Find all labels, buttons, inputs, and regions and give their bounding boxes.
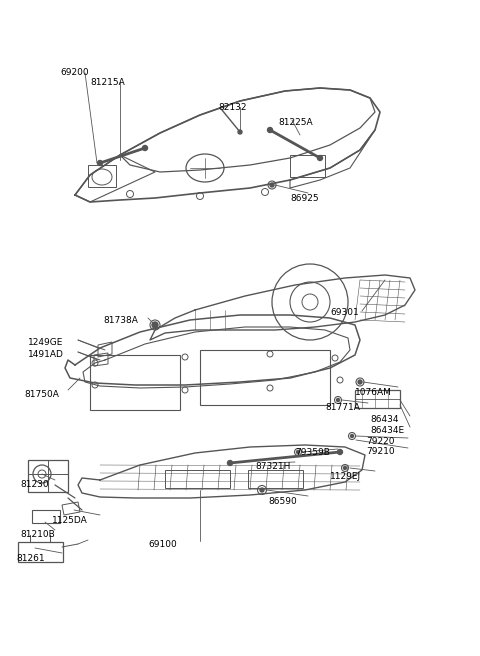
Text: 86434: 86434 — [370, 415, 398, 424]
Text: 81738A: 81738A — [103, 316, 138, 325]
Circle shape — [350, 434, 353, 438]
Bar — [88, 165, 116, 187]
Text: 69200: 69200 — [60, 68, 89, 77]
Circle shape — [317, 155, 323, 161]
Bar — [18, 542, 63, 562]
Text: 69100: 69100 — [148, 540, 177, 549]
Bar — [248, 470, 303, 488]
Text: 81261: 81261 — [16, 554, 45, 563]
Text: 1076AM: 1076AM — [355, 388, 392, 397]
Text: 69301: 69301 — [330, 308, 359, 317]
Text: 1249GE: 1249GE — [28, 338, 63, 347]
Bar — [165, 470, 230, 488]
Text: 81230: 81230 — [20, 480, 48, 489]
Text: 82132: 82132 — [218, 103, 247, 112]
Text: 86590: 86590 — [268, 497, 297, 506]
Text: 86434E: 86434E — [370, 426, 404, 435]
Text: 86925: 86925 — [290, 194, 319, 203]
Text: 1129EJ: 1129EJ — [330, 472, 361, 481]
Text: 81215A: 81215A — [90, 78, 125, 87]
Bar — [90, 355, 180, 410]
Bar — [200, 350, 330, 405]
Text: 1491AD: 1491AD — [28, 350, 64, 359]
Text: 81771A: 81771A — [325, 403, 360, 412]
Text: 79220: 79220 — [366, 437, 395, 446]
Text: 81225A: 81225A — [278, 118, 312, 127]
Circle shape — [297, 451, 300, 453]
Circle shape — [260, 488, 264, 492]
Bar — [290, 155, 325, 177]
Bar — [28, 460, 68, 492]
Circle shape — [270, 183, 274, 187]
Bar — [355, 390, 400, 408]
Text: 79359B: 79359B — [295, 448, 330, 457]
Circle shape — [337, 449, 343, 455]
Circle shape — [336, 398, 339, 401]
Text: 81750A: 81750A — [24, 390, 59, 399]
Circle shape — [358, 380, 362, 384]
Circle shape — [97, 161, 103, 165]
Bar — [32, 510, 60, 523]
Text: 81210B: 81210B — [20, 530, 55, 539]
Circle shape — [238, 130, 242, 134]
Circle shape — [344, 466, 347, 470]
Text: 1125DA: 1125DA — [52, 516, 88, 525]
Circle shape — [267, 127, 273, 133]
Text: 79210: 79210 — [366, 447, 395, 456]
Circle shape — [152, 322, 158, 328]
Text: 87321H: 87321H — [255, 462, 290, 471]
Circle shape — [228, 461, 232, 466]
Circle shape — [143, 146, 147, 150]
